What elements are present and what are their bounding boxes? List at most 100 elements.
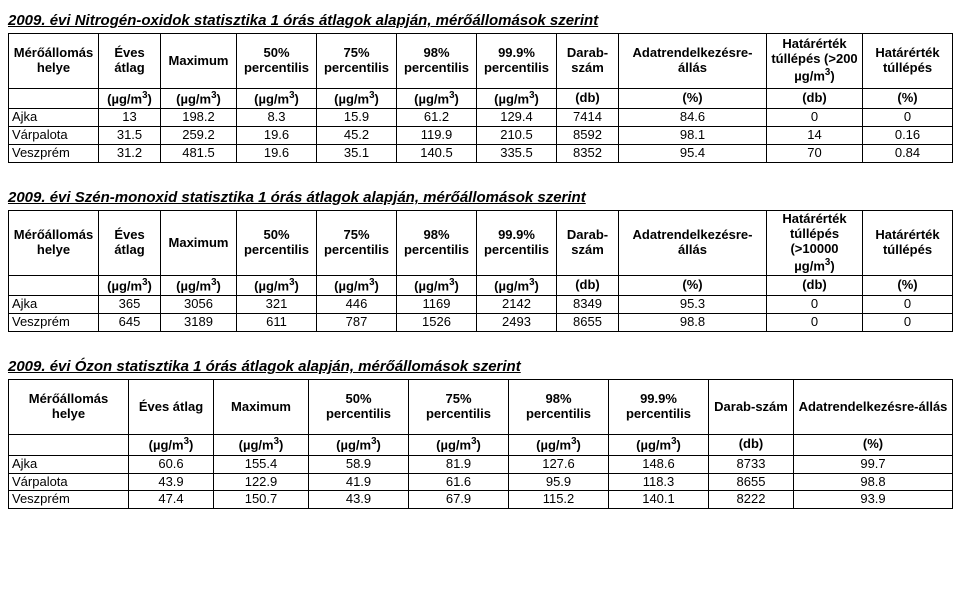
col-unit: (%)	[863, 276, 953, 296]
cell: 148.6	[609, 455, 709, 473]
col-header: Határérték túllépés	[863, 34, 953, 89]
cell: 115.2	[509, 491, 609, 509]
cell: 8655	[709, 473, 794, 491]
col-header: 50% percentilis	[237, 211, 317, 276]
cell: 15.9	[317, 109, 397, 127]
col-unit: (µg/m3)	[99, 276, 161, 296]
col-header: Határérték túllépés (>10000 µg/m3)	[767, 211, 863, 276]
row-label: Ajka	[9, 455, 129, 473]
col-unit: (%)	[794, 435, 953, 455]
cell: 0	[767, 109, 863, 127]
cell: 61.6	[409, 473, 509, 491]
col-header: Maximum	[161, 211, 237, 276]
row-label: Veszprém	[9, 491, 129, 509]
cell: 98.8	[794, 473, 953, 491]
cell: 70	[767, 145, 863, 163]
cell: 8352	[557, 145, 619, 163]
col-unit: (%)	[619, 89, 767, 109]
cell: 8349	[557, 296, 619, 314]
cell: 61.2	[397, 109, 477, 127]
cell: 0	[767, 314, 863, 332]
col-header: Adatrendelkezésre-állás	[619, 34, 767, 89]
cell: 98.1	[619, 127, 767, 145]
cell: 198.2	[161, 109, 237, 127]
table-row: Veszprém47.4150.743.967.9115.2140.182229…	[9, 491, 953, 509]
col-unit: (µg/m3)	[509, 435, 609, 455]
cell: 3189	[161, 314, 237, 332]
col-header: 50% percentilis	[237, 34, 317, 89]
row-label: Ajka	[9, 109, 99, 127]
col-header: Mérőállomás helye	[9, 380, 129, 435]
col-unit: (µg/m3)	[237, 89, 317, 109]
col-unit: (µg/m3)	[161, 89, 237, 109]
cell: 43.9	[129, 473, 214, 491]
table-title: 2009. évi Szén-monoxid statisztika 1 órá…	[8, 189, 952, 206]
cell: 645	[99, 314, 161, 332]
col-header: 75% percentilis	[317, 34, 397, 89]
table-block: 2009. évi Szén-monoxid statisztika 1 órá…	[8, 189, 952, 332]
col-unit: (db)	[767, 89, 863, 109]
cell: 321	[237, 296, 317, 314]
col-header: Adatrendelkezésre-állás	[619, 211, 767, 276]
row-label: Várpalota	[9, 473, 129, 491]
cell: 365	[99, 296, 161, 314]
cell: 1169	[397, 296, 477, 314]
col-unit: (µg/m3)	[214, 435, 309, 455]
cell: 0	[863, 314, 953, 332]
cell: 60.6	[129, 455, 214, 473]
cell: 8655	[557, 314, 619, 332]
col-unit: (db)	[557, 89, 619, 109]
cell: 8592	[557, 127, 619, 145]
cell: 122.9	[214, 473, 309, 491]
col-header: Éves átlag	[129, 380, 214, 435]
col-header: 98% percentilis	[509, 380, 609, 435]
col-unit: (db)	[767, 276, 863, 296]
col-unit: (µg/m3)	[237, 276, 317, 296]
col-header: Darab-szám	[709, 380, 794, 435]
col-header: Határérték túllépés (>200 µg/m3)	[767, 34, 863, 89]
cell: 210.5	[477, 127, 557, 145]
cell: 43.9	[309, 491, 409, 509]
col-header: Maximum	[214, 380, 309, 435]
cell: 31.2	[99, 145, 161, 163]
cell: 67.9	[409, 491, 509, 509]
col-header: Darab-szám	[557, 34, 619, 89]
col-header: Adatrendelkezésre-állás	[794, 380, 953, 435]
col-header: Mérőállomás helye	[9, 34, 99, 89]
cell: 119.9	[397, 127, 477, 145]
cell: 41.9	[309, 473, 409, 491]
cell: 47.4	[129, 491, 214, 509]
col-unit: (µg/m3)	[99, 89, 161, 109]
cell: 95.9	[509, 473, 609, 491]
cell: 3056	[161, 296, 237, 314]
col-unit: (µg/m3)	[317, 89, 397, 109]
cell: 13	[99, 109, 161, 127]
col-unit: (µg/m3)	[129, 435, 214, 455]
cell: 35.1	[317, 145, 397, 163]
col-header: 99.9% percentilis	[477, 34, 557, 89]
cell: 8.3	[237, 109, 317, 127]
table-title: 2009. évi Ózon statisztika 1 órás átlago…	[8, 358, 952, 375]
row-label: Ajka	[9, 296, 99, 314]
table-row: Várpalota31.5259.219.645.2119.9210.58592…	[9, 127, 953, 145]
col-unit	[9, 276, 99, 296]
cell: 95.3	[619, 296, 767, 314]
cell: 8733	[709, 455, 794, 473]
cell: 95.4	[619, 145, 767, 163]
table-row: Veszprém645318961178715262493865598.800	[9, 314, 953, 332]
col-unit: (%)	[619, 276, 767, 296]
table-row: Ajka13198.28.315.961.2129.4741484.600	[9, 109, 953, 127]
col-unit: (db)	[709, 435, 794, 455]
col-header: 75% percentilis	[409, 380, 509, 435]
cell: 0.16	[863, 127, 953, 145]
col-header: Mérőállomás helye	[9, 211, 99, 276]
cell: 93.9	[794, 491, 953, 509]
table-row: Veszprém31.2481.519.635.1140.5335.583529…	[9, 145, 953, 163]
cell: 58.9	[309, 455, 409, 473]
data-table: Mérőállomás helyeÉves átlagMaximum50% pe…	[8, 379, 953, 509]
col-header: Darab-szám	[557, 211, 619, 276]
col-unit: (µg/m3)	[409, 435, 509, 455]
col-header: 98% percentilis	[397, 34, 477, 89]
cell: 84.6	[619, 109, 767, 127]
cell: 127.6	[509, 455, 609, 473]
